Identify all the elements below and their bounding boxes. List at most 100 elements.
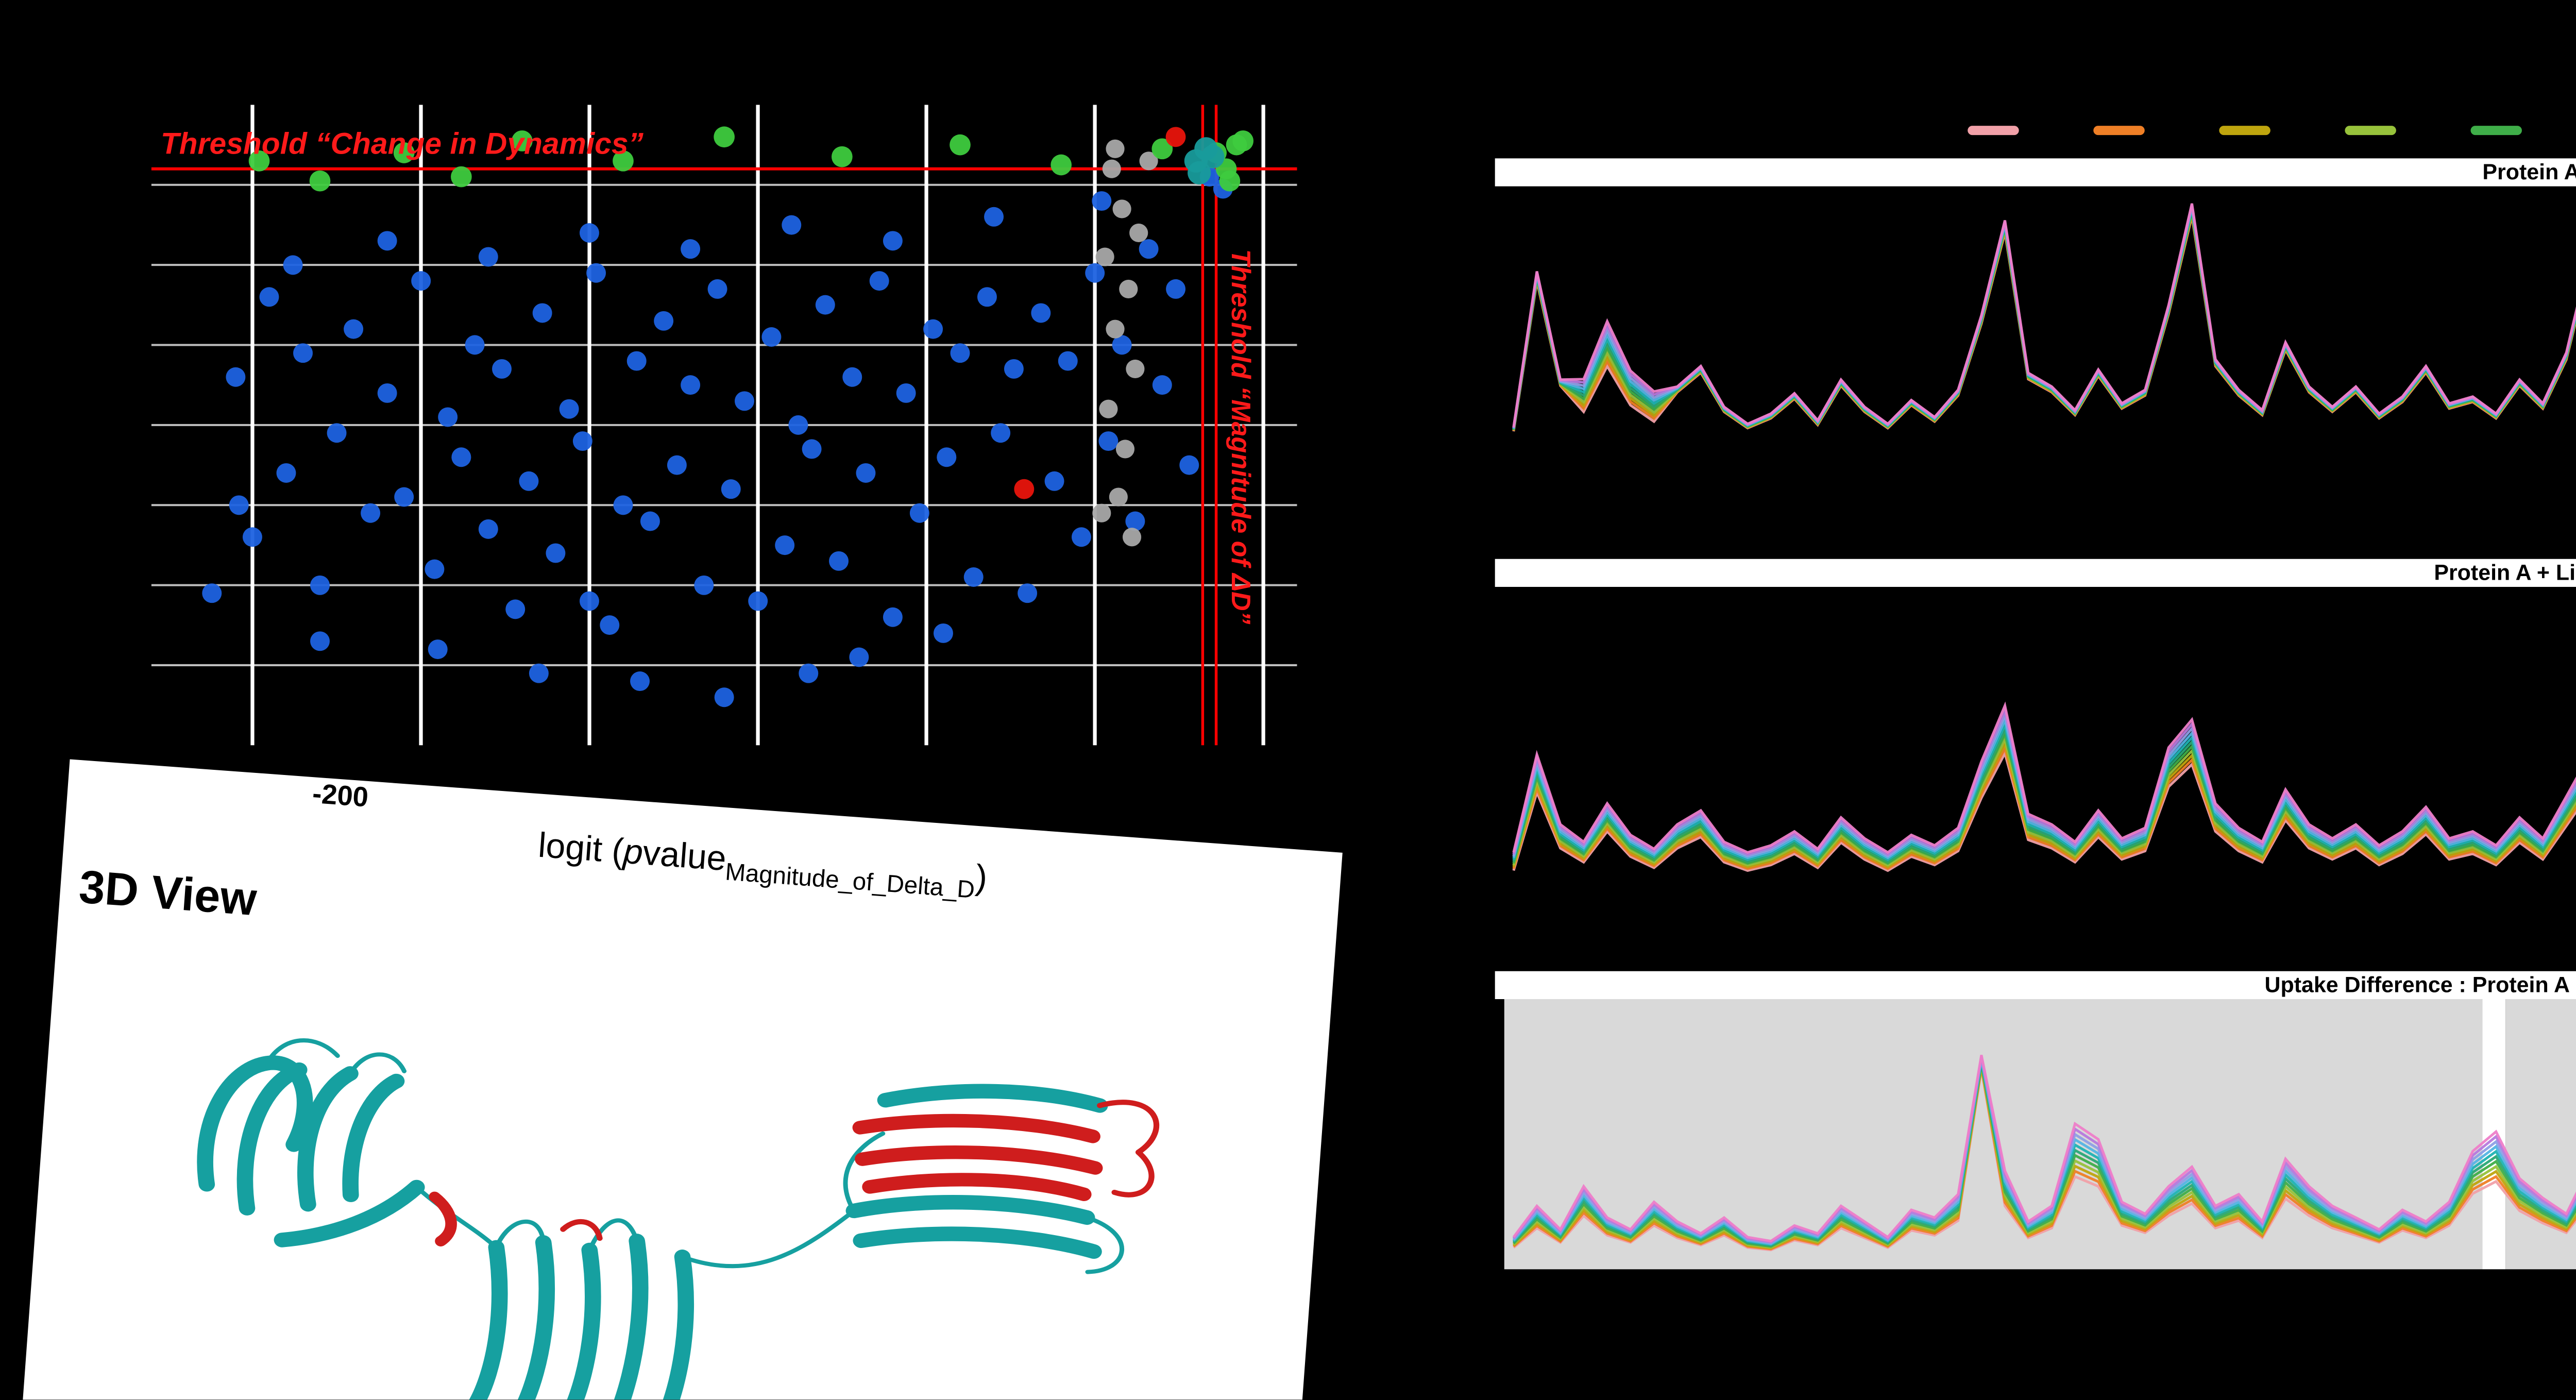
scatter-point-blue[interactable] (579, 223, 599, 243)
scatter-point-gray[interactable] (1119, 279, 1138, 298)
scatter-point-blue[interactable] (310, 631, 330, 651)
scatter-point-blue[interactable] (937, 447, 957, 467)
scatter-point-gray[interactable] (1106, 139, 1125, 158)
scatter-point-green[interactable] (393, 142, 415, 163)
scatter-point-blue[interactable] (626, 351, 647, 371)
scatter-point-blue[interactable] (963, 567, 984, 587)
scatter-point-gray[interactable] (1109, 487, 1128, 507)
scatter-point-blue[interactable] (1004, 359, 1024, 379)
scatter-point-green[interactable] (309, 170, 331, 192)
scatter-point-blue[interactable] (529, 663, 549, 683)
scatter-point-blue[interactable] (229, 495, 249, 515)
scatter-point-green[interactable] (714, 126, 735, 148)
scatter-point-blue[interactable] (451, 447, 471, 467)
scatter-point-blue[interactable] (546, 543, 566, 563)
legend-dash-4[interactable] (2470, 126, 2522, 136)
scatter-point-blue[interactable] (293, 343, 313, 363)
scatter-point-blue[interactable] (1044, 471, 1064, 491)
protein-structure[interactable] (67, 930, 1219, 1400)
scatter-point-blue[interactable] (654, 311, 674, 331)
scatter-point-blue[interactable] (842, 367, 862, 387)
scatter-point-blue[interactable] (465, 335, 485, 355)
scatter-point-blue[interactable] (276, 463, 296, 483)
scatter-point-blue[interactable] (613, 495, 633, 515)
scatter-point-blue[interactable] (714, 687, 734, 707)
scatter-point-blue[interactable] (933, 623, 953, 643)
scatter-point-gray[interactable] (1139, 151, 1158, 171)
scatter-point-blue[interactable] (202, 583, 222, 603)
scatter-point-green[interactable] (613, 150, 634, 172)
scatter-point-blue[interactable] (425, 559, 445, 579)
scatter-point-blue[interactable] (572, 431, 592, 451)
scatter-point-blue[interactable] (478, 519, 498, 539)
scatter-point-blue[interactable] (802, 439, 822, 459)
scatter-point-blue[interactable] (869, 271, 889, 291)
scatter-point-blue[interactable] (1092, 191, 1112, 211)
scatter-point-blue[interactable] (310, 575, 330, 595)
scatter-point-green[interactable] (950, 134, 971, 156)
scatter-point-blue[interactable] (532, 303, 552, 323)
scatter-point-blue[interactable] (283, 255, 303, 275)
scatter-point-green[interactable] (832, 146, 853, 167)
scatter-point-blue[interactable] (761, 327, 782, 347)
scatter-point-blue[interactable] (667, 455, 687, 475)
scatter-point-red[interactable] (1014, 479, 1035, 499)
scatter-point-blue[interactable] (977, 287, 997, 307)
legend-dash-0[interactable] (1968, 126, 2019, 136)
scatter-point-gray[interactable] (1102, 159, 1121, 178)
scatter-point-blue[interactable] (815, 295, 835, 315)
scatter-point-blue[interactable] (1018, 583, 1038, 603)
legend-dash-2[interactable] (2219, 126, 2270, 136)
scatter-point-blue[interactable] (883, 607, 903, 627)
scatter-point-blue[interactable] (226, 367, 246, 387)
scatter-point-blue[interactable] (748, 591, 768, 611)
scatter-point-blue[interactable] (694, 575, 714, 595)
scatter-point-blue[interactable] (1098, 431, 1118, 451)
scatter-point-green[interactable] (451, 166, 472, 188)
scatter-point-green[interactable] (1151, 138, 1173, 160)
scatter-point-blue[interactable] (242, 527, 262, 547)
scatter-point-green[interactable] (512, 130, 533, 151)
scatter-point-gray[interactable] (1095, 247, 1114, 266)
scatter-point-blue[interactable] (377, 383, 397, 403)
scatter-point-blue[interactable] (361, 503, 381, 523)
scatter-point-blue[interactable] (1179, 455, 1199, 475)
scatter-point-blue[interactable] (896, 383, 916, 403)
scatter-point-blue[interactable] (505, 599, 526, 619)
legend-dash-1[interactable] (2093, 126, 2145, 136)
scatter-point-blue[interactable] (782, 215, 802, 235)
scatter-point-blue[interactable] (909, 503, 929, 523)
scatter-point-gray[interactable] (1115, 440, 1135, 459)
scatter-point-blue[interactable] (394, 487, 414, 507)
scatter-point-blue[interactable] (327, 423, 347, 443)
scatter-point-blue[interactable] (883, 231, 903, 251)
scatter-point-teal[interactable] (1201, 145, 1225, 168)
scatter-point-blue[interactable] (519, 471, 539, 491)
scatter-point-blue[interactable] (950, 343, 970, 363)
scatter-point-blue[interactable] (775, 535, 795, 555)
scatter-point-blue[interactable] (1031, 303, 1051, 323)
scatter-point-blue[interactable] (1166, 279, 1186, 299)
scatter-point-blue[interactable] (586, 263, 606, 283)
scatter-point-blue[interactable] (428, 639, 448, 660)
scatter-point-blue[interactable] (259, 287, 279, 307)
scatter-point-blue[interactable] (991, 423, 1011, 443)
scatter-point-blue[interactable] (438, 407, 458, 427)
scatter-point-blue[interactable] (377, 231, 397, 251)
scatter-point-blue[interactable] (492, 359, 512, 379)
scatter-point-blue[interactable] (1125, 511, 1145, 531)
scatter-point-blue[interactable] (640, 511, 660, 531)
scatter-point-teal[interactable] (1188, 161, 1211, 184)
scatter-point-blue[interactable] (478, 247, 498, 267)
scatter-point-blue[interactable] (1072, 527, 1091, 547)
scatter-point-gray[interactable] (1122, 528, 1142, 547)
scatter-point-blue[interactable] (344, 319, 364, 339)
scatter-point-blue[interactable] (1152, 375, 1172, 395)
scatter-point-blue[interactable] (1058, 351, 1078, 371)
scatter-point-blue[interactable] (799, 663, 819, 683)
scatter-point-blue[interactable] (411, 271, 431, 291)
scatter-point-blue[interactable] (849, 647, 869, 667)
scatter-point-gray[interactable] (1129, 223, 1148, 243)
scatter-point-green[interactable] (248, 150, 270, 172)
scatter-point-green[interactable] (1232, 130, 1254, 151)
